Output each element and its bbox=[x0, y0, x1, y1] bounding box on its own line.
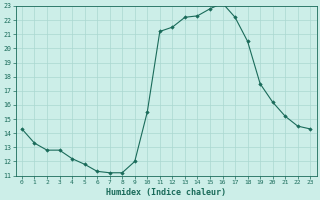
X-axis label: Humidex (Indice chaleur): Humidex (Indice chaleur) bbox=[106, 188, 226, 197]
